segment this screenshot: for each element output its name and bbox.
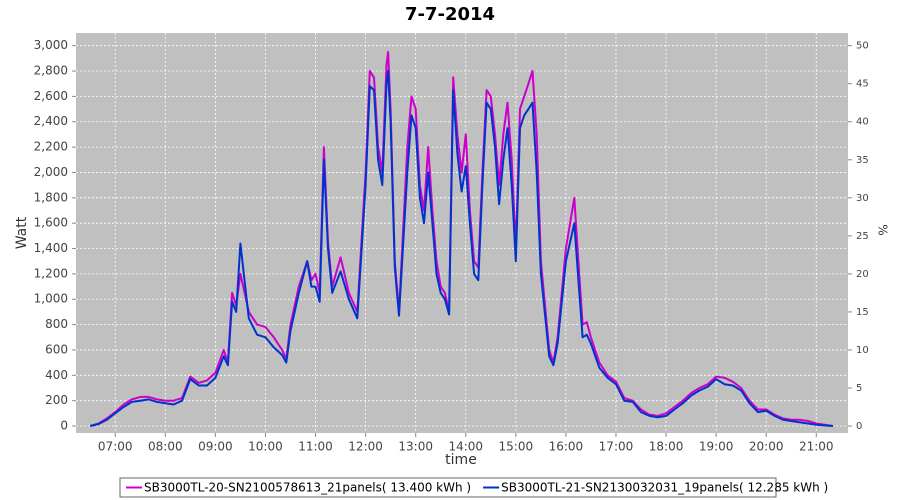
x-axis-title: time (445, 452, 477, 468)
y2-tick-label: 5 (856, 383, 862, 394)
y-tick-label: 800 (45, 317, 68, 331)
y-tick-label: 600 (45, 342, 68, 356)
x-tick-label: 20:00 (749, 440, 784, 454)
chart-title: 7-7-2014 (405, 4, 495, 25)
y-axis-title: Watt (14, 216, 30, 249)
legend-label: SB3000TL-20-SN2100578613_21panels( 13.40… (144, 481, 471, 495)
y-tick-label: 400 (45, 368, 68, 382)
x-tick-label: 18:00 (649, 440, 684, 454)
y-tick-label: 1,200 (34, 266, 68, 280)
y-tick-label: 3,000 (34, 38, 68, 52)
y2-tick-label: 10 (856, 345, 869, 356)
y-tick-label: 1,400 (34, 241, 68, 255)
plot-area (76, 33, 848, 433)
x-tick-label: 14:00 (448, 440, 483, 454)
y2-tick-label: 35 (856, 155, 869, 166)
y-tick-label: 1,600 (34, 216, 68, 230)
x-tick-label: 13:00 (398, 440, 433, 454)
y2-tick-label: 25 (856, 231, 869, 242)
y-tick-label: 1,800 (34, 190, 68, 204)
y-tick-label: 2,800 (34, 64, 68, 78)
y2-axis-title: % (876, 224, 890, 235)
x-tick-label: 17:00 (599, 440, 634, 454)
y2-tick-label: 45 (856, 79, 869, 90)
x-tick-label: 09:00 (198, 440, 233, 454)
legend-box (119, 477, 777, 498)
x-tick-label: 08:00 (148, 440, 183, 454)
y2-tick-label: 40 (856, 117, 869, 128)
y-tick-label: 2,600 (34, 89, 68, 103)
y2-tick-label: 0 (856, 421, 862, 432)
y-tick-label: 2,200 (34, 140, 68, 154)
y-tick-label: 200 (45, 393, 68, 407)
y-tick-label: 1,000 (34, 292, 68, 306)
y2-tick-label: 30 (856, 193, 869, 204)
x-tick-label: 07:00 (98, 440, 133, 454)
y2-tick-label: 50 (856, 41, 869, 52)
x-tick-label: 19:00 (699, 440, 734, 454)
y-tick-label: 2,400 (34, 114, 68, 128)
series-line (89, 70, 834, 427)
legend-label: SB3000TL-21-SN2130032031_19panels( 12.28… (501, 481, 828, 495)
x-tick-label: 10:00 (248, 440, 283, 454)
x-tick-label: 15:00 (499, 440, 534, 454)
y2-tick-label: 20 (856, 269, 869, 280)
x-tick-label: 16:00 (549, 440, 584, 454)
y2-tick-label: 15 (856, 307, 869, 318)
y-tick-label: 2,000 (34, 165, 68, 179)
x-tick-label: 11:00 (298, 440, 333, 454)
x-tick-label: 21:00 (799, 440, 834, 454)
x-tick-label: 12:00 (348, 440, 383, 454)
y-tick-label: 0 (60, 419, 68, 433)
